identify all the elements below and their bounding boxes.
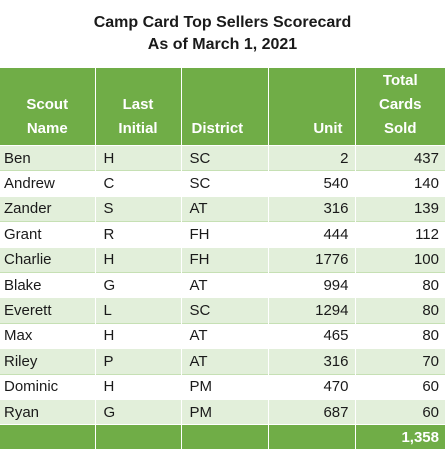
total-row-blank-4 <box>268 424 356 449</box>
total-row-blank-1 <box>0 424 96 449</box>
last-initial-cell: H <box>95 144 182 171</box>
header-scout-name: Scout Name <box>0 68 96 146</box>
last-initial-cell: G <box>95 398 182 425</box>
table-row: Max H AT 465 80 <box>0 322 445 349</box>
last-initial-cell: G <box>95 271 182 298</box>
unit-cell: 2 <box>268 144 356 171</box>
cards-sold-cell: 80 <box>355 297 445 324</box>
cards-sold-cell: 112 <box>355 221 445 248</box>
scout-name-cell: Max <box>0 322 96 349</box>
total-row: 1,358 <box>0 424 445 449</box>
scorecard-title: Camp Card Top Sellers Scorecard As of Ma… <box>0 0 445 68</box>
scout-name-cell: Charlie <box>0 246 96 273</box>
unit-cell: 465 <box>268 322 356 349</box>
cards-sold-cell: 80 <box>355 271 445 298</box>
table-row: Everett L SC 1294 80 <box>0 297 445 324</box>
last-initial-cell: L <box>95 297 182 324</box>
district-cell: FH <box>181 246 269 273</box>
title-line-1: Camp Card Top Sellers Scorecard <box>93 14 352 31</box>
last-initial-cell: H <box>95 373 182 400</box>
unit-cell: 470 <box>268 373 356 400</box>
scout-name-cell: Ben <box>0 144 96 171</box>
last-initial-cell: H <box>95 246 182 273</box>
header-total-cards-sold: Total Cards Sold <box>355 68 445 146</box>
scout-name-cell: Ryan <box>0 398 96 425</box>
total-row-blank-3 <box>181 424 269 449</box>
table-row: Blake G AT 994 80 <box>0 271 445 298</box>
cards-sold-cell: 60 <box>355 373 445 400</box>
scout-name-cell: Blake <box>0 271 96 298</box>
table-row: Ben H SC 2 437 <box>0 144 445 171</box>
district-cell: AT <box>181 348 269 375</box>
cards-sold-cell: 140 <box>355 170 445 197</box>
unit-cell: 316 <box>268 195 356 222</box>
table-row: Charlie H FH 1776 100 <box>0 246 445 273</box>
unit-cell: 444 <box>268 221 356 248</box>
district-cell: SC <box>181 170 269 197</box>
last-initial-cell: P <box>95 348 182 375</box>
unit-cell: 1294 <box>268 297 356 324</box>
scout-name-cell: Dominic <box>0 373 96 400</box>
district-cell: AT <box>181 322 269 349</box>
scout-name-cell: Everett <box>0 297 96 324</box>
district-cell: PM <box>181 398 269 425</box>
header-row: Scout Name Last Initial District Unit To… <box>0 68 445 146</box>
scout-name-cell: Zander <box>0 195 96 222</box>
table-row: Andrew C SC 540 140 <box>0 170 445 197</box>
table-row: Zander S AT 316 139 <box>0 195 445 222</box>
cards-sold-cell: 100 <box>355 246 445 273</box>
table-row: Grant R FH 444 112 <box>0 221 445 248</box>
cards-sold-cell: 437 <box>355 144 445 171</box>
header-district: District <box>181 68 269 146</box>
unit-cell: 1776 <box>268 246 356 273</box>
header-last-initial: Last Initial <box>95 68 182 146</box>
last-initial-cell: R <box>95 221 182 248</box>
cards-sold-cell: 139 <box>355 195 445 222</box>
table-row: Riley P AT 316 70 <box>0 348 445 375</box>
title-line-2: As of March 1, 2021 <box>147 36 298 53</box>
scout-name-cell: Andrew <box>0 170 96 197</box>
unit-cell: 994 <box>268 271 356 298</box>
scout-name-cell: Riley <box>0 348 96 375</box>
district-cell: AT <box>181 271 269 298</box>
table-row: Dominic H PM 470 60 <box>0 373 445 400</box>
district-cell: FH <box>181 221 269 248</box>
last-initial-cell: H <box>95 322 182 349</box>
table-body: Ben H SC 2 437 Andrew C SC 540 140 Zander S AT 316 139… <box>0 144 445 425</box>
cards-sold-cell: 60 <box>355 398 445 425</box>
total-row-blank-2 <box>95 424 182 449</box>
district-cell: AT <box>181 195 269 222</box>
top-sellers-table: Scout Name Last Initial District Unit To… <box>0 68 445 449</box>
scout-name-cell: Grant <box>0 221 96 248</box>
cards-sold-cell: 80 <box>355 322 445 349</box>
total-cards-value: 1,358 <box>355 424 445 449</box>
last-initial-cell: S <box>95 195 182 222</box>
unit-cell: 687 <box>268 398 356 425</box>
cards-sold-cell: 70 <box>355 348 445 375</box>
header-unit: Unit <box>268 68 356 146</box>
district-cell: PM <box>181 373 269 400</box>
table-row: Ryan G PM 687 60 <box>0 398 445 425</box>
unit-cell: 316 <box>268 348 356 375</box>
unit-cell: 540 <box>268 170 356 197</box>
last-initial-cell: C <box>95 170 182 197</box>
district-cell: SC <box>181 144 269 171</box>
district-cell: SC <box>181 297 269 324</box>
